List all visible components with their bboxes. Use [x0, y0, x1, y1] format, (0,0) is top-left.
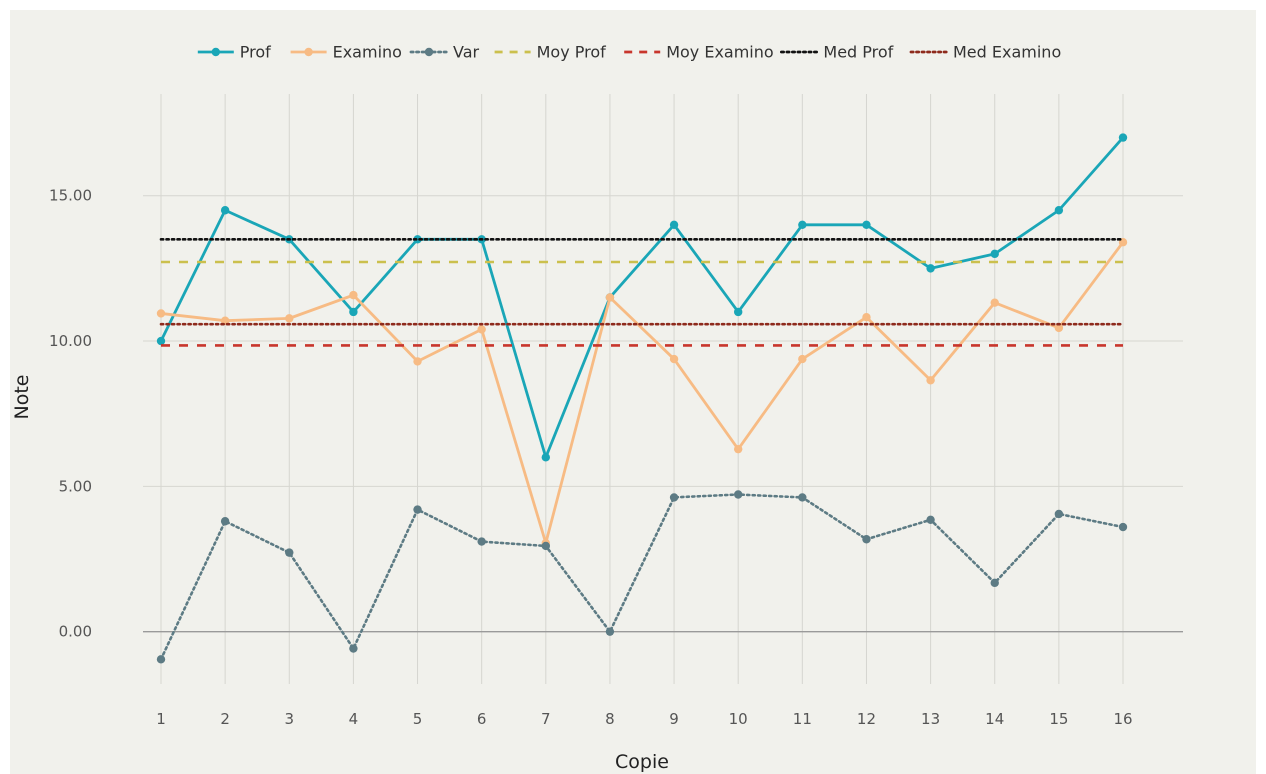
legend-item-examino[interactable]: Examino — [290, 43, 402, 62]
data-point[interactable] — [220, 206, 230, 215]
legend-label: Prof — [240, 43, 271, 62]
chart-panel: 0.00 5.00 10.00 15.00 1 2 3 4 5 6 7 8 9 10 11 12 13 14 15 1… — [10, 10, 1256, 774]
legend[interactable]: Prof Examino Var Moy Prof Moy Examino Med Pro… — [197, 43, 1061, 62]
data-point[interactable] — [541, 541, 550, 551]
data-point[interactable] — [1118, 133, 1128, 142]
legend-label: Examino — [333, 43, 402, 62]
data-point[interactable] — [477, 537, 486, 546]
data-point[interactable] — [669, 493, 679, 502]
legend-item-med-prof[interactable]: Med Prof — [780, 43, 894, 62]
data-point[interactable] — [926, 264, 935, 273]
x-tick-label: 13 — [921, 710, 940, 728]
legend-label: Var — [453, 43, 480, 62]
x-tick-label: 16 — [1113, 710, 1132, 728]
legend-label: Med Prof — [823, 43, 893, 62]
legend-item-med-examino[interactable]: Med Examino — [909, 43, 1061, 62]
data-point[interactable] — [669, 220, 679, 229]
x-tick-label: 1 — [156, 710, 166, 728]
y-tick-label: 5.00 — [59, 477, 92, 495]
x-tick-label: 3 — [284, 710, 294, 728]
legend-marker — [424, 47, 434, 57]
data-point[interactable] — [798, 493, 807, 502]
data-point[interactable] — [220, 517, 230, 526]
data-point[interactable] — [734, 490, 743, 499]
y-axis-title: Note — [11, 375, 33, 420]
data-point[interactable] — [477, 325, 486, 334]
x-tick-label: 10 — [729, 710, 748, 728]
data-point[interactable] — [798, 354, 807, 364]
series-line — [159, 136, 1125, 459]
data-point[interactable] — [990, 578, 999, 588]
data-point[interactable] — [669, 354, 679, 364]
x-tick-label: 14 — [985, 710, 1004, 728]
x-tick-label: 7 — [541, 710, 551, 728]
data-point[interactable] — [734, 307, 743, 317]
data-point[interactable] — [926, 515, 935, 524]
data-point[interactable] — [156, 655, 166, 664]
data-point[interactable] — [349, 290, 358, 300]
legend-marker — [211, 47, 220, 57]
legend-item-var[interactable]: Var — [409, 43, 480, 62]
data-point[interactable] — [285, 314, 294, 323]
data-point[interactable] — [1054, 509, 1064, 519]
data-point[interactable] — [156, 336, 166, 346]
legend-label: Moy Prof — [537, 43, 607, 62]
data-point[interactable] — [413, 357, 422, 366]
legend-label: Moy Examino — [666, 43, 774, 62]
data-point[interactable] — [605, 627, 615, 636]
legend-label: Med Examino — [953, 43, 1061, 62]
data-point[interactable] — [605, 293, 615, 302]
y-tick-label: 15.00 — [49, 187, 92, 205]
series-var — [156, 490, 1128, 664]
legend-marker — [304, 47, 313, 57]
data-point[interactable] — [541, 453, 550, 462]
x-tick-label: 8 — [605, 710, 615, 728]
x-tick-label: 4 — [349, 710, 359, 728]
series-examino — [156, 238, 1128, 548]
legend-item-moy-prof[interactable]: Moy Prof — [494, 43, 607, 62]
data-point[interactable] — [285, 548, 294, 557]
x-tick-label: 6 — [477, 710, 487, 728]
data-point[interactable] — [349, 307, 358, 317]
grid — [143, 94, 1183, 684]
y-tick-label: 0.00 — [59, 623, 92, 641]
x-tick-label: 5 — [413, 710, 423, 728]
series-line — [160, 241, 1125, 545]
data-point[interactable] — [734, 444, 743, 454]
series-line — [159, 493, 1125, 661]
data-point[interactable] — [1054, 323, 1064, 333]
data-point[interactable] — [990, 249, 999, 259]
x-tick-label: 9 — [669, 710, 679, 728]
data-point[interactable] — [156, 309, 166, 318]
data-point[interactable] — [990, 298, 999, 307]
x-tick-label: 15 — [1049, 710, 1068, 728]
y-tick-label: 10.00 — [49, 332, 92, 350]
data-point[interactable] — [862, 535, 871, 544]
series — [156, 133, 1128, 664]
x-tick-label: 11 — [793, 710, 812, 728]
data-point[interactable] — [220, 316, 230, 325]
data-point[interactable] — [413, 235, 422, 244]
data-point[interactable] — [926, 376, 935, 385]
legend-item-prof[interactable]: Prof — [197, 43, 271, 62]
data-point[interactable] — [798, 220, 807, 229]
data-point[interactable] — [862, 313, 871, 322]
data-point[interactable] — [349, 644, 358, 653]
legend-item-moy-examino[interactable]: Moy Examino — [624, 43, 774, 62]
data-point[interactable] — [413, 505, 422, 514]
x-tick-label: 2 — [220, 710, 230, 728]
x-tick-label: 12 — [857, 710, 876, 728]
data-point[interactable] — [862, 220, 871, 229]
series-prof — [156, 133, 1128, 462]
x-axis-title: Copie — [615, 751, 669, 773]
data-point[interactable] — [1054, 206, 1064, 215]
data-point[interactable] — [1118, 522, 1128, 532]
